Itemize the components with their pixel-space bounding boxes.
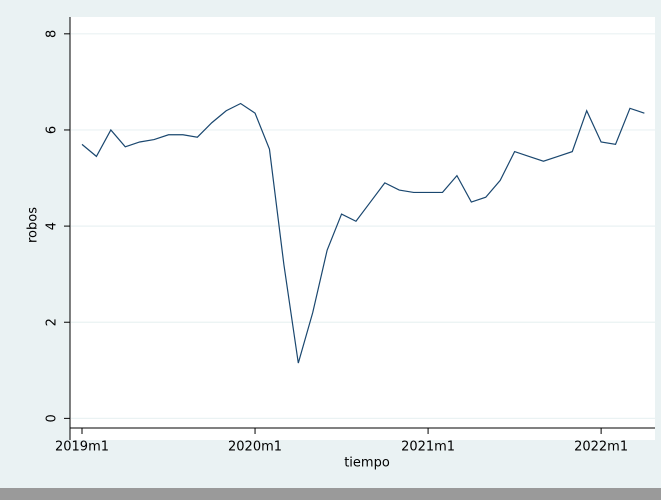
x-tick-label: 2021m1 <box>401 440 455 455</box>
y-tick-label: 6 <box>45 126 60 134</box>
x-tick-label: 2019m1 <box>55 440 109 455</box>
y-tick-label: 2 <box>45 318 60 326</box>
y-tick-label: 0 <box>45 414 60 422</box>
y-axis-label: robos <box>26 207 41 243</box>
x-tick-label: 2022m1 <box>574 440 628 455</box>
x-axis-label: tiempo <box>344 456 390 471</box>
bottom-strip <box>0 488 661 500</box>
plot-area <box>70 17 655 440</box>
data-line <box>81 102 645 364</box>
y-tick-label: 8 <box>45 30 60 38</box>
x-tick-label: 2020m1 <box>228 440 282 455</box>
y-tick-label: 4 <box>45 222 60 230</box>
